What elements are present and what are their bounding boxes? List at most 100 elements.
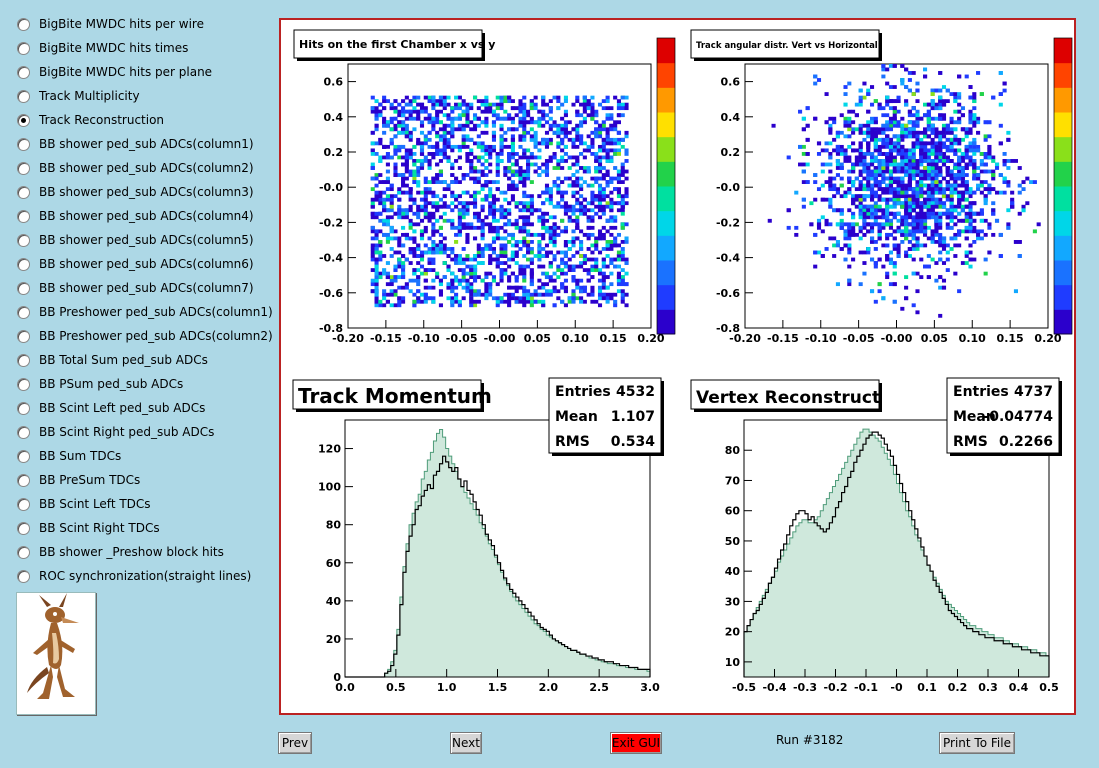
option-bigbite-mwdc-hits-per-plane[interactable]: BigBite MWDC hits per plane xyxy=(14,60,276,84)
option-bb-shower-ped-sub-adcs-column6[interactable]: BB shower ped_sub ADCs(column6) xyxy=(14,252,276,276)
heatmap-cell xyxy=(431,102,436,107)
heatmap-cell xyxy=(885,81,890,86)
radio-button[interactable] xyxy=(17,89,30,103)
heatmap-cell xyxy=(563,109,568,114)
heatmap-cell xyxy=(835,240,840,244)
heatmap-cell xyxy=(510,236,515,241)
heatmap-cell xyxy=(594,155,599,160)
radio-button[interactable] xyxy=(17,209,30,223)
option-bb-preshower-ped-sub-adcs-column1[interactable]: BB Preshower ped_sub ADCs(column1) xyxy=(14,300,276,324)
heatmap-cell xyxy=(385,208,390,213)
heatmap-cell xyxy=(945,159,950,163)
option-bb-presum-tdcs[interactable]: BB PreSum TDCs xyxy=(14,468,276,492)
heatmap-cell xyxy=(896,152,901,156)
heatmap-cell xyxy=(438,232,443,237)
heatmap-cell xyxy=(382,155,387,160)
heatmap-cell xyxy=(435,208,440,213)
heatmap-cell xyxy=(616,173,621,177)
radio-button[interactable] xyxy=(17,329,30,343)
heatmap-cell xyxy=(431,204,436,209)
heatmap-cell xyxy=(915,289,920,294)
radio-button[interactable] xyxy=(17,305,30,319)
option-bb-shower-ped-sub-adcs-column4[interactable]: BB shower ped_sub ADCs(column4) xyxy=(14,204,276,228)
option-bb-scint-right-tdcs[interactable]: BB Scint Right TDCs xyxy=(14,516,276,540)
heatmap-cell xyxy=(423,296,428,301)
heatmap-cell xyxy=(575,130,580,135)
option-bb-sum-tdcs[interactable]: BB Sum TDCs xyxy=(14,444,276,468)
option-track-multiplicity[interactable]: Track Multiplicity xyxy=(14,84,276,108)
option-bigbite-mwdc-hits-per-wire[interactable]: BigBite MWDC hits per wire xyxy=(14,12,276,36)
radio-button[interactable] xyxy=(17,65,30,79)
option-track-reconstruction[interactable]: Track Reconstruction xyxy=(14,108,276,132)
heatmap-cell xyxy=(616,208,621,213)
option-bigbite-mwdc-hits-times[interactable]: BigBite MWDC hits times xyxy=(14,36,276,60)
option-roc-synchronization-straight-lines[interactable]: ROC synchronization(straight lines) xyxy=(14,564,276,588)
radio-button[interactable] xyxy=(17,353,30,367)
radio-button[interactable] xyxy=(17,233,30,247)
heatmap-cell xyxy=(582,106,587,111)
option-bb-scint-left-tdcs[interactable]: BB Scint Left TDCs xyxy=(14,492,276,516)
heatmap-cell xyxy=(480,204,485,209)
heatmap-cell xyxy=(446,102,451,107)
heatmap-cell xyxy=(503,197,508,202)
option-bb-shower-ped-sub-adcs-column5[interactable]: BB shower ped_sub ADCs(column5) xyxy=(14,228,276,252)
radio-button[interactable] xyxy=(17,521,30,535)
heatmap-cell xyxy=(522,268,527,272)
heatmap-cell xyxy=(404,152,409,156)
radio-button[interactable] xyxy=(17,185,30,199)
heatmap-cell xyxy=(881,222,886,227)
radio-button[interactable] xyxy=(17,425,30,439)
radio-button[interactable] xyxy=(17,377,30,391)
heatmap-cell xyxy=(438,204,443,209)
heatmap-cell xyxy=(873,116,878,121)
heatmap-cell xyxy=(597,271,603,276)
heatmap-cell xyxy=(601,247,606,251)
heatmap-cell xyxy=(537,208,542,213)
option-bb-shower-ped-sub-adcs-column3[interactable]: BB shower ped_sub ADCs(column3) xyxy=(14,180,276,204)
heatmap-cell xyxy=(408,225,413,230)
radio-button[interactable] xyxy=(17,401,30,415)
heatmap-cell xyxy=(953,173,958,177)
heatmap-cell xyxy=(809,201,814,206)
radio-button[interactable] xyxy=(17,257,30,271)
radio-button[interactable] xyxy=(17,569,30,583)
heatmap-cell xyxy=(851,141,856,146)
radio-button[interactable] xyxy=(17,545,30,559)
radio-button[interactable] xyxy=(17,449,30,463)
heatmap-cell xyxy=(839,162,844,167)
option-bb-preshower-ped-sub-adcs-column2[interactable]: BB Preshower ped_sub ADCs(column2) xyxy=(14,324,276,348)
heatmap-cell xyxy=(529,303,534,308)
radio-button[interactable] xyxy=(17,41,30,55)
heatmap-cell xyxy=(393,289,398,294)
radio-button[interactable] xyxy=(17,161,30,175)
heatmap-cell xyxy=(964,155,969,160)
heatmap-cell xyxy=(382,271,387,276)
heatmap-cell xyxy=(385,176,390,181)
plot-canvas[interactable]: -0.20 -0.15 -0.10 -0.05 -0.00 0.05 0.10 0.15 0.2… xyxy=(279,18,1076,715)
radio-button[interactable] xyxy=(17,17,30,31)
heatmap-cell xyxy=(816,187,822,192)
option-bb-psum-ped-sub-adcs[interactable]: BB PSum ped_sub ADCs xyxy=(14,372,276,396)
option-bb-total-sum-ped-sub-adcs[interactable]: BB Total Sum ped_sub ADCs xyxy=(14,348,276,372)
radio-button[interactable] xyxy=(17,137,30,151)
heatmap-cell xyxy=(904,159,909,163)
heatmap-cell xyxy=(862,130,867,135)
radio-button[interactable] xyxy=(17,113,30,127)
heatmap-cell xyxy=(465,278,470,283)
option-bb-scint-left-ped-sub-adcs[interactable]: BB Scint Left ped_sub ADCs xyxy=(14,396,276,420)
heatmap-cell xyxy=(454,257,459,262)
option-bb-shower-ped-sub-adcs-column2[interactable]: BB shower ped_sub ADCs(column2) xyxy=(14,156,276,180)
option-bb-scint-right-ped-sub-adcs[interactable]: BB Scint Right ped_sub ADCs xyxy=(14,420,276,444)
radio-button[interactable] xyxy=(17,281,30,295)
heatmap-cell xyxy=(529,278,534,283)
option-bb-shower-preshow-block-hits[interactable]: BB shower _Preshow block hits xyxy=(14,540,276,564)
radio-button[interactable] xyxy=(17,497,30,511)
heatmap-cell xyxy=(416,208,421,213)
option-bb-shower-ped-sub-adcs-column1[interactable]: BB shower ped_sub ADCs(column1) xyxy=(14,132,276,156)
heatmap-cell xyxy=(624,303,629,308)
heatmap-cell xyxy=(575,137,580,142)
heatmap-cell xyxy=(911,257,916,262)
radio-button[interactable] xyxy=(17,473,30,487)
heatmap-cell xyxy=(590,201,595,206)
option-bb-shower-ped-sub-adcs-column7[interactable]: BB shower ped_sub ADCs(column7) xyxy=(14,276,276,300)
